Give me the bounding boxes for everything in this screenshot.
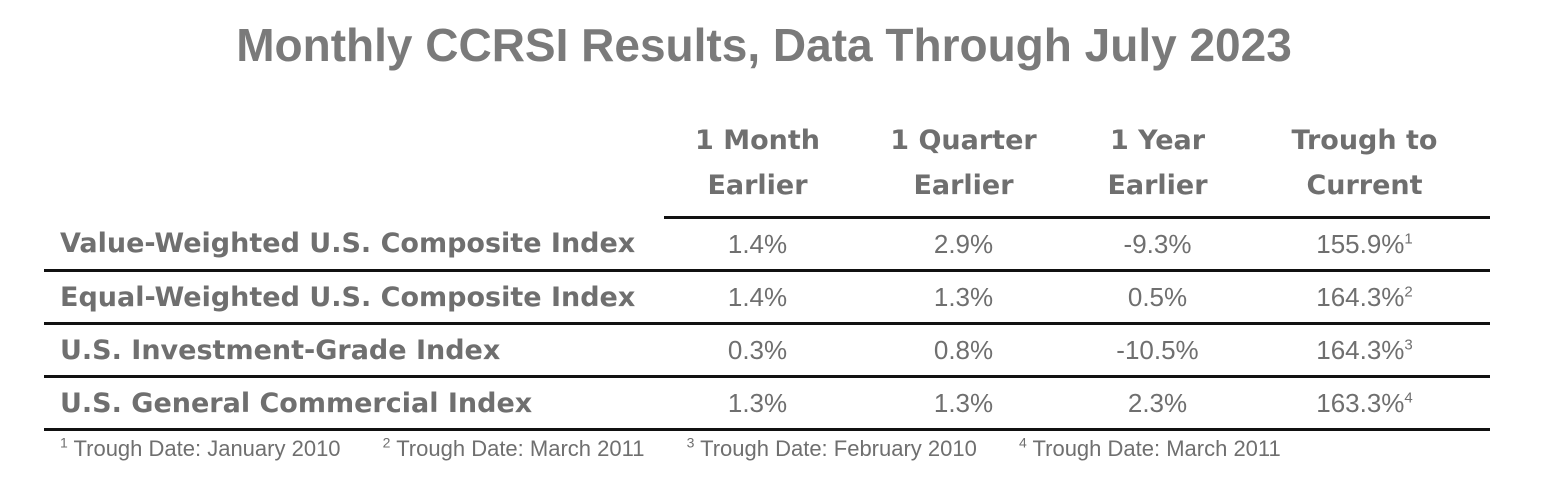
- column-header-line2: Earlier: [1107, 170, 1208, 201]
- footnote-item: 4 Trough Date: March 2011: [1019, 436, 1281, 462]
- footnote-mark: 3: [686, 434, 695, 451]
- trough-value: 164.3%: [1316, 334, 1405, 365]
- table-row: U.S. Investment-Grade Index 0.3% 0.8% -1…: [44, 323, 1490, 378]
- cell-1-month: 1.3%: [664, 376, 851, 431]
- table-row: Value-Weighted U.S. Composite Index 1.4%…: [44, 217, 1490, 272]
- row-label: U.S. Investment-Grade Index: [44, 323, 664, 378]
- results-table: 1 Month Earlier 1 Quarter Earlier 1 Year…: [44, 110, 1490, 431]
- column-header-line2: Earlier: [913, 170, 1014, 201]
- footnote-item: 1 Trough Date: January 2010: [60, 436, 341, 462]
- trough-value: 155.9%: [1316, 228, 1405, 259]
- cell-1-month: 1.4%: [664, 270, 851, 325]
- row-label: Value-Weighted U.S. Composite Index: [44, 217, 664, 272]
- column-header-line2: Earlier: [707, 170, 808, 201]
- footnote-text: Trough Date: February 2010: [700, 436, 977, 461]
- cell-1-year: -10.5%: [1076, 323, 1239, 378]
- table-row: U.S. General Commercial Index 1.3% 1.3% …: [44, 376, 1490, 431]
- footnote-item: 2 Trough Date: March 2011: [383, 436, 645, 462]
- cell-1-month: 0.3%: [664, 323, 851, 378]
- footnote-text: Trough Date: March 2011: [1032, 436, 1281, 461]
- footnote-mark: 2: [382, 434, 391, 451]
- footnote-item: 3 Trough Date: February 2010: [687, 436, 977, 462]
- cell-1-month: 1.4%: [664, 217, 851, 272]
- page-title: Monthly CCRSI Results, Data Through July…: [236, 19, 1292, 71]
- footnote-marker: 1: [1404, 229, 1413, 247]
- column-header-line1: 1 Month: [695, 125, 820, 156]
- row-label: U.S. General Commercial Index: [44, 376, 664, 431]
- column-header-line2: Current: [1306, 170, 1423, 201]
- cell-trough-to-current: 164.3%3: [1239, 323, 1490, 378]
- footnote-text: Trough Date: March 2011: [396, 436, 645, 461]
- trough-value: 164.3%: [1316, 281, 1405, 312]
- cell-trough-to-current: 155.9%1: [1239, 217, 1490, 272]
- cell-1-quarter: 2.9%: [851, 217, 1076, 272]
- footnote-mark: 1: [60, 434, 68, 451]
- cell-1-year: 2.3%: [1076, 376, 1239, 431]
- table-row: Equal-Weighted U.S. Composite Index 1.4%…: [44, 270, 1490, 325]
- column-header-line1: Trough to: [1291, 125, 1438, 156]
- footnotes: 1 Trough Date: January 2010 2 Trough Dat…: [60, 436, 1500, 462]
- footnote-text: Trough Date: January 2010: [73, 436, 341, 461]
- cell-1-quarter: 0.8%: [851, 323, 1076, 378]
- footnote-marker: 2: [1404, 282, 1413, 300]
- table-header-row: 1 Month Earlier 1 Quarter Earlier 1 Year…: [44, 110, 1490, 219]
- row-label: Equal-Weighted U.S. Composite Index: [44, 270, 664, 325]
- header-blank-cell: [44, 110, 664, 218]
- results-table-container: 1 Month Earlier 1 Quarter Earlier 1 Year…: [44, 110, 1490, 431]
- cell-1-quarter: 1.3%: [851, 376, 1076, 431]
- footnote-marker: 4: [1404, 388, 1413, 406]
- cell-1-year: 0.5%: [1076, 270, 1239, 325]
- cell-1-year: -9.3%: [1076, 217, 1239, 272]
- footnote-mark: 4: [1019, 434, 1027, 451]
- cell-1-quarter: 1.3%: [851, 270, 1076, 325]
- cell-trough-to-current: 164.3%2: [1239, 270, 1490, 325]
- column-header-line1: 1 Quarter: [890, 125, 1037, 156]
- column-header-trough-to-current: Trough to Current: [1239, 110, 1490, 219]
- trough-value: 163.3%: [1316, 387, 1405, 418]
- column-header-1-month: 1 Month Earlier: [664, 110, 851, 219]
- column-header-1-year: 1 Year Earlier: [1076, 110, 1239, 219]
- column-header-1-quarter: 1 Quarter Earlier: [851, 110, 1076, 219]
- column-header-line1: 1 Year: [1109, 125, 1206, 156]
- footnote-marker: 3: [1404, 335, 1413, 353]
- cell-trough-to-current: 163.3%4: [1239, 376, 1490, 431]
